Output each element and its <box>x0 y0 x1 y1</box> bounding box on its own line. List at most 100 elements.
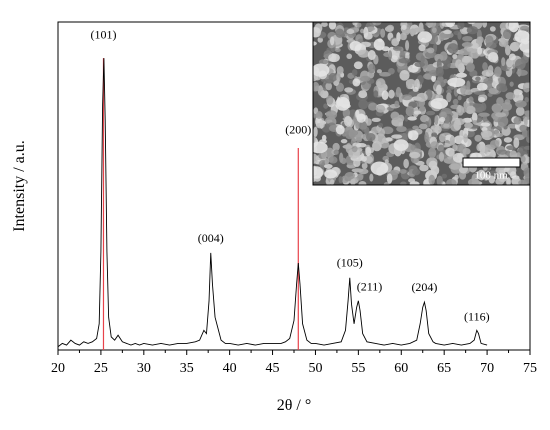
grain <box>386 24 394 31</box>
grain <box>430 141 439 149</box>
grain <box>431 132 438 138</box>
grain <box>398 57 411 64</box>
grain <box>336 71 341 83</box>
grain <box>477 112 490 118</box>
grain <box>346 53 353 59</box>
grain <box>485 35 494 46</box>
grain <box>434 125 442 134</box>
grain <box>494 66 502 78</box>
grain <box>523 110 530 116</box>
grain <box>385 137 393 142</box>
grain <box>513 88 521 96</box>
grain <box>373 90 379 98</box>
grain <box>359 75 371 82</box>
grain <box>401 24 407 31</box>
grain <box>480 130 493 138</box>
grain <box>363 32 373 40</box>
grain <box>413 110 422 115</box>
grain <box>420 114 430 123</box>
bright-grain <box>508 22 519 33</box>
grain <box>405 106 415 117</box>
grain <box>447 43 459 54</box>
bright-grain <box>370 161 389 176</box>
grain <box>414 61 426 68</box>
grain <box>502 29 512 40</box>
grain <box>427 47 435 54</box>
grain <box>474 134 482 142</box>
grain <box>367 50 376 61</box>
grain <box>418 44 426 52</box>
grain <box>335 124 345 135</box>
peak-label: (004) <box>198 231 224 245</box>
grain <box>467 22 476 25</box>
grain <box>348 129 357 139</box>
x-tick-label: 75 <box>523 361 537 376</box>
grain <box>338 176 343 184</box>
grain <box>323 164 333 169</box>
grain <box>412 168 421 176</box>
grain <box>508 53 516 61</box>
grain <box>462 35 473 42</box>
grain <box>475 76 481 81</box>
grain <box>524 97 529 103</box>
grain <box>350 177 356 185</box>
grain <box>352 22 358 26</box>
grain <box>452 98 459 105</box>
grain <box>313 126 318 138</box>
grain <box>503 137 513 143</box>
grain <box>353 158 361 168</box>
grain <box>401 94 413 101</box>
grain <box>390 55 398 63</box>
grain <box>457 22 465 30</box>
grain <box>496 97 504 106</box>
grain <box>484 173 490 181</box>
grain <box>455 72 468 78</box>
bright-grain <box>313 63 330 77</box>
grain <box>472 120 477 125</box>
peak-label: (116) <box>464 309 490 323</box>
grain <box>326 95 334 105</box>
grain <box>448 163 461 170</box>
grain <box>356 173 364 181</box>
grain <box>482 22 488 28</box>
grain <box>439 32 445 42</box>
grain <box>407 116 417 121</box>
grain <box>440 111 447 119</box>
grain <box>515 106 525 117</box>
grain <box>379 71 392 77</box>
bright-grain <box>408 130 419 141</box>
grain <box>319 119 324 129</box>
peak-label: (200) <box>285 123 311 137</box>
grain <box>466 109 474 115</box>
bright-grain <box>373 38 385 51</box>
grain <box>329 179 335 185</box>
grain <box>482 62 488 71</box>
y-axis-label: Intensity / a.u. <box>11 140 28 232</box>
grain <box>497 149 508 155</box>
grain <box>360 155 367 162</box>
grain <box>340 139 348 144</box>
grain <box>408 178 416 183</box>
grain <box>351 69 358 76</box>
grain <box>488 51 499 63</box>
grain <box>488 175 496 184</box>
grain <box>519 25 530 32</box>
peak-label: (101) <box>90 27 116 41</box>
grain <box>453 119 462 131</box>
grain <box>400 181 407 185</box>
grain <box>388 67 395 75</box>
grain <box>466 80 471 90</box>
grain <box>344 172 355 180</box>
bright-grain <box>349 41 362 52</box>
x-tick-label: 65 <box>437 361 451 376</box>
grain <box>409 151 421 159</box>
grain <box>356 22 362 28</box>
grain <box>328 22 337 30</box>
grain <box>383 182 390 185</box>
grain <box>391 134 403 139</box>
grain <box>468 96 474 104</box>
grain <box>340 157 347 165</box>
x-tick-label: 45 <box>266 361 280 376</box>
grain <box>396 125 407 133</box>
grain <box>441 173 448 179</box>
